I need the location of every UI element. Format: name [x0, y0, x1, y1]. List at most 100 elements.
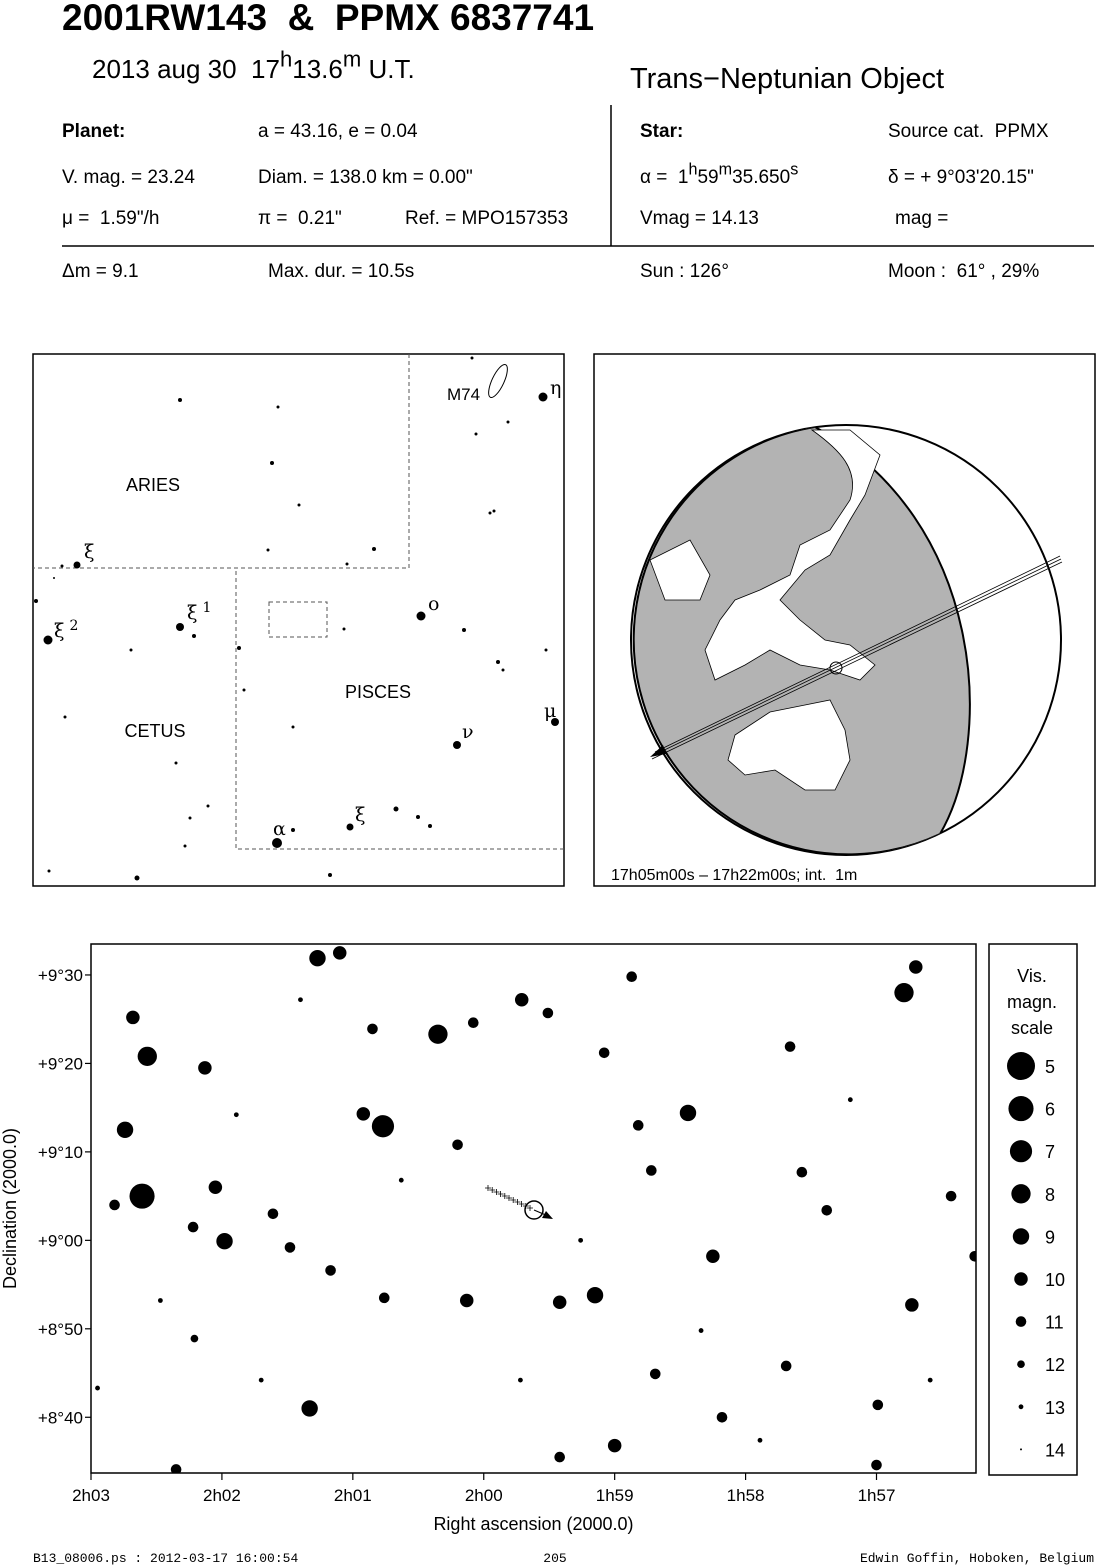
greek-letter: ο — [428, 593, 439, 615]
superscript: s — [790, 160, 798, 178]
star — [95, 1385, 100, 1391]
star — [216, 1233, 233, 1250]
finder-star — [345, 562, 349, 566]
sun-elongation: Sun : 126° — [640, 261, 729, 282]
section-label: Star: — [640, 121, 683, 142]
star-label: ξ — [355, 804, 365, 826]
superscript: 1 — [202, 600, 211, 616]
x-axis-label: Right ascension (2000.0) — [433, 1514, 633, 1534]
star — [208, 1180, 223, 1195]
greek-letter: η — [550, 377, 561, 399]
star — [698, 1328, 704, 1333]
y-axis-label: Declination (2000.0) — [0, 1128, 20, 1289]
finder-star — [346, 823, 354, 831]
track-cross — [489, 1187, 496, 1193]
finder-star — [551, 718, 559, 726]
track-cross — [510, 1197, 517, 1203]
star — [428, 1024, 448, 1044]
legend-symbol — [1018, 1404, 1024, 1410]
motion-arrowhead — [542, 1211, 553, 1219]
legend-label: 6 — [1045, 1100, 1055, 1120]
track-cross — [527, 1205, 533, 1211]
footer-author: Edwin Goffin, Hoboken, Belgium — [860, 1551, 1094, 1566]
x-tick-label: 2h01 — [334, 1486, 372, 1505]
finder-star — [474, 432, 478, 436]
max-duration: Max. dur. = 10.5s — [268, 261, 414, 282]
text-part: 2013 aug 30 17 — [92, 54, 280, 84]
greek-letter: ξ — [355, 804, 365, 826]
finder-star — [506, 420, 510, 424]
track-cross — [493, 1189, 500, 1195]
star — [109, 1199, 120, 1211]
star — [894, 983, 914, 1003]
star-label: μ — [544, 700, 556, 722]
legend-label: 7 — [1045, 1142, 1055, 1162]
star — [552, 1295, 567, 1310]
star-label: ξ — [84, 541, 94, 563]
star — [607, 1438, 622, 1453]
star — [325, 1265, 336, 1276]
finder-star — [188, 816, 192, 820]
y-tick-label: +9°00 — [38, 1231, 83, 1250]
star — [871, 1459, 882, 1471]
orbit: a = 43.16, e = 0.04 — [258, 121, 418, 142]
target-circle — [524, 1200, 544, 1220]
finder-star — [501, 668, 505, 672]
legend-symbol — [1011, 1184, 1031, 1204]
sky-chart-frame — [90, 943, 977, 1474]
finder-star — [134, 875, 140, 881]
observation-time: 2013 aug 30 17h13.6m U.T. — [92, 46, 415, 84]
x-tick-label: 2h00 — [465, 1486, 503, 1505]
star-magnitude: Vmag = 14.13 — [640, 208, 759, 229]
finder-star — [174, 761, 178, 765]
star — [367, 1023, 378, 1035]
finder-star — [393, 806, 399, 812]
finder-star — [60, 564, 64, 568]
target — [485, 1185, 553, 1220]
star — [198, 1061, 212, 1075]
legend-symbol — [1008, 1096, 1034, 1122]
finder-star — [453, 741, 461, 749]
source-catalog: Source cat. PPMX — [888, 121, 1049, 142]
legend-symbol — [1020, 1448, 1022, 1451]
finder-star — [496, 660, 500, 664]
legend-label: 12 — [1045, 1355, 1065, 1375]
star — [126, 1010, 140, 1025]
globe-caption: 17h05m00s – 17h22m00s; int. 1m — [611, 867, 857, 884]
legend-title: Vis. — [1017, 966, 1047, 986]
star — [909, 960, 923, 974]
object-name: M74 — [447, 385, 480, 404]
track-cross — [497, 1191, 504, 1197]
star — [514, 992, 529, 1007]
finder-star — [342, 627, 346, 631]
star — [578, 1237, 584, 1243]
legend-title: magn. — [1007, 992, 1057, 1012]
legend-label: 8 — [1045, 1185, 1055, 1205]
star — [371, 1115, 395, 1138]
legend-label: 5 — [1045, 1057, 1055, 1077]
star — [632, 1120, 644, 1131]
finder-star — [34, 599, 38, 603]
star-label: ν — [462, 721, 474, 743]
landmass — [727, 699, 851, 791]
greek-letter: μ — [544, 700, 556, 722]
section-label: Planet: — [62, 121, 125, 142]
star — [518, 1377, 523, 1383]
track-cross — [506, 1195, 512, 1201]
text-part: U.T. — [361, 54, 414, 84]
finder-star — [73, 561, 81, 569]
star — [284, 1242, 296, 1253]
right-ascension: α = 1h59m35.650s — [640, 160, 798, 188]
x-tick-label: 1h59 — [596, 1486, 634, 1505]
star — [872, 1399, 884, 1411]
legend-symbol — [1007, 1052, 1035, 1080]
finder-star — [47, 869, 51, 873]
text-part: 35.650 — [732, 167, 790, 188]
star — [646, 1165, 657, 1176]
finder-star — [544, 648, 548, 652]
text-part: 59 — [697, 167, 718, 188]
constellation-name: ARIES — [126, 475, 180, 495]
finder-star — [176, 623, 184, 631]
